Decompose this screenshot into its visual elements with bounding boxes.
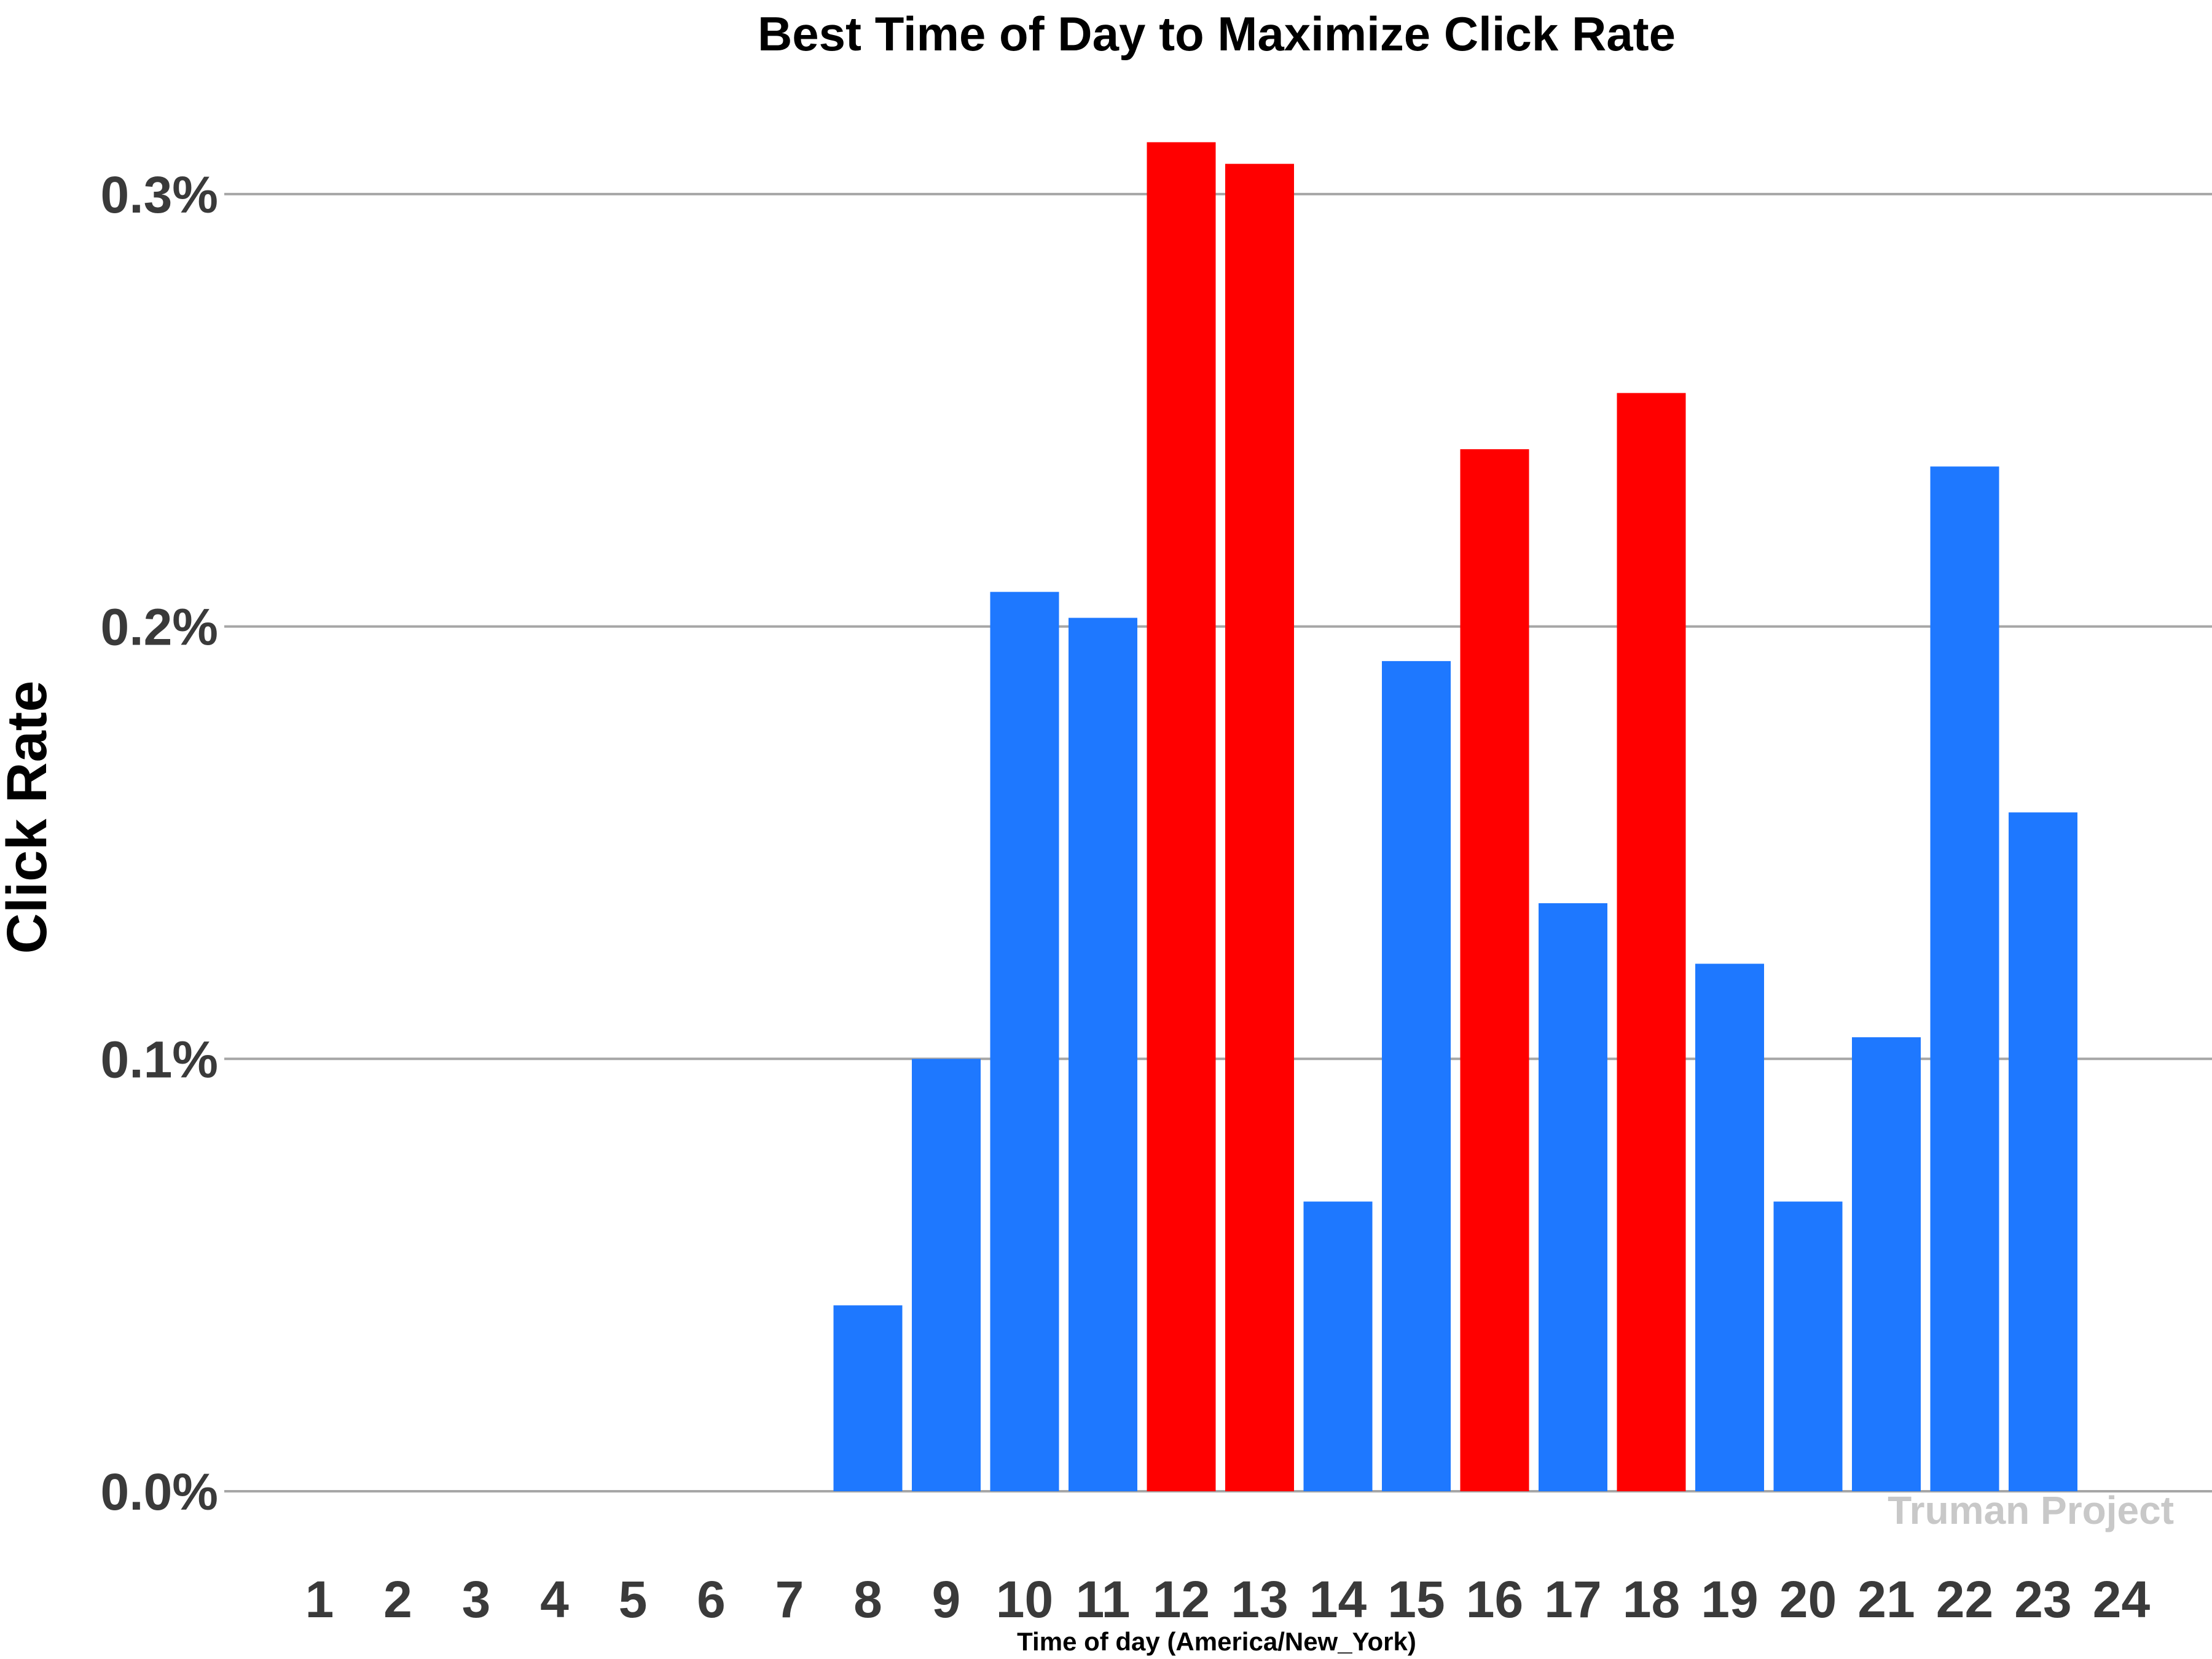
- x-tick-label: 19: [1701, 1571, 1758, 1628]
- x-tick-label: 2: [383, 1571, 412, 1628]
- bars: [833, 142, 2077, 1492]
- bar-hour-10: [990, 592, 1059, 1492]
- x-tick-label: 16: [1466, 1571, 1523, 1628]
- bar-hour-13: [1225, 163, 1294, 1491]
- bar-hour-22: [1930, 466, 1999, 1492]
- bar-hour-21: [1852, 1037, 1921, 1491]
- y-tick-label: 0.3%: [101, 166, 218, 224]
- bar-hour-18: [1617, 393, 1686, 1491]
- bar-hour-14: [1303, 1201, 1373, 1491]
- x-tick-label: 22: [1936, 1571, 1993, 1628]
- bar-hour-23: [2009, 812, 2077, 1491]
- bar-hour-16: [1460, 449, 1529, 1491]
- x-axis-label: Time of day (America/New_York): [1017, 1627, 1416, 1656]
- x-tick-label: 13: [1231, 1571, 1288, 1628]
- y-tick-label: 0.2%: [101, 598, 218, 656]
- x-tick-label: 17: [1544, 1571, 1601, 1628]
- x-tick-label: 9: [932, 1571, 961, 1628]
- bar-hour-8: [833, 1305, 903, 1491]
- y-tick-label: 0.0%: [101, 1463, 218, 1521]
- x-tick-label: 1: [305, 1571, 334, 1628]
- x-tick-label: 11: [1076, 1571, 1131, 1628]
- x-axis-ticks: 1 2 3 4 5 6 7 8 9 10 11 12 13 14 15 16 17 18 19 20 21 22 23 24: [305, 1571, 2151, 1628]
- bar-hour-15: [1382, 661, 1451, 1491]
- x-tick-label: 18: [1623, 1571, 1680, 1628]
- x-tick-label: 24: [2093, 1571, 2151, 1628]
- y-tick-label: 0.1%: [101, 1030, 218, 1088]
- x-tick-label: 4: [540, 1571, 569, 1628]
- bar-hour-11: [1069, 618, 1137, 1491]
- x-tick-label: 7: [775, 1571, 804, 1628]
- x-tick-label: 3: [462, 1571, 491, 1628]
- bar-hour-20: [1773, 1201, 1843, 1491]
- x-tick-label: 12: [1153, 1571, 1210, 1628]
- x-tick-label: 23: [2014, 1571, 2071, 1628]
- watermark: Truman Project: [1888, 1488, 2174, 1532]
- x-tick-label: 10: [996, 1571, 1053, 1628]
- x-tick-label: 8: [853, 1571, 882, 1628]
- x-tick-label: 6: [697, 1571, 726, 1628]
- chart-title: Best Time of Day to Maximize Click Rate: [758, 7, 1676, 61]
- bar-hour-12: [1147, 142, 1216, 1491]
- x-tick-label: 21: [1857, 1571, 1915, 1628]
- x-tick-label: 15: [1387, 1571, 1445, 1628]
- bar-hour-9: [912, 1059, 981, 1491]
- x-tick-label: 14: [1309, 1571, 1367, 1628]
- x-tick-label: 20: [1779, 1571, 1837, 1628]
- y-axis-label: Click Rate: [0, 681, 58, 954]
- bar-hour-19: [1695, 963, 1764, 1491]
- y-axis-ticks: 0.0% 0.1% 0.2% 0.3%: [101, 166, 218, 1521]
- x-tick-label: 5: [619, 1571, 648, 1628]
- bar-hour-17: [1539, 903, 1607, 1491]
